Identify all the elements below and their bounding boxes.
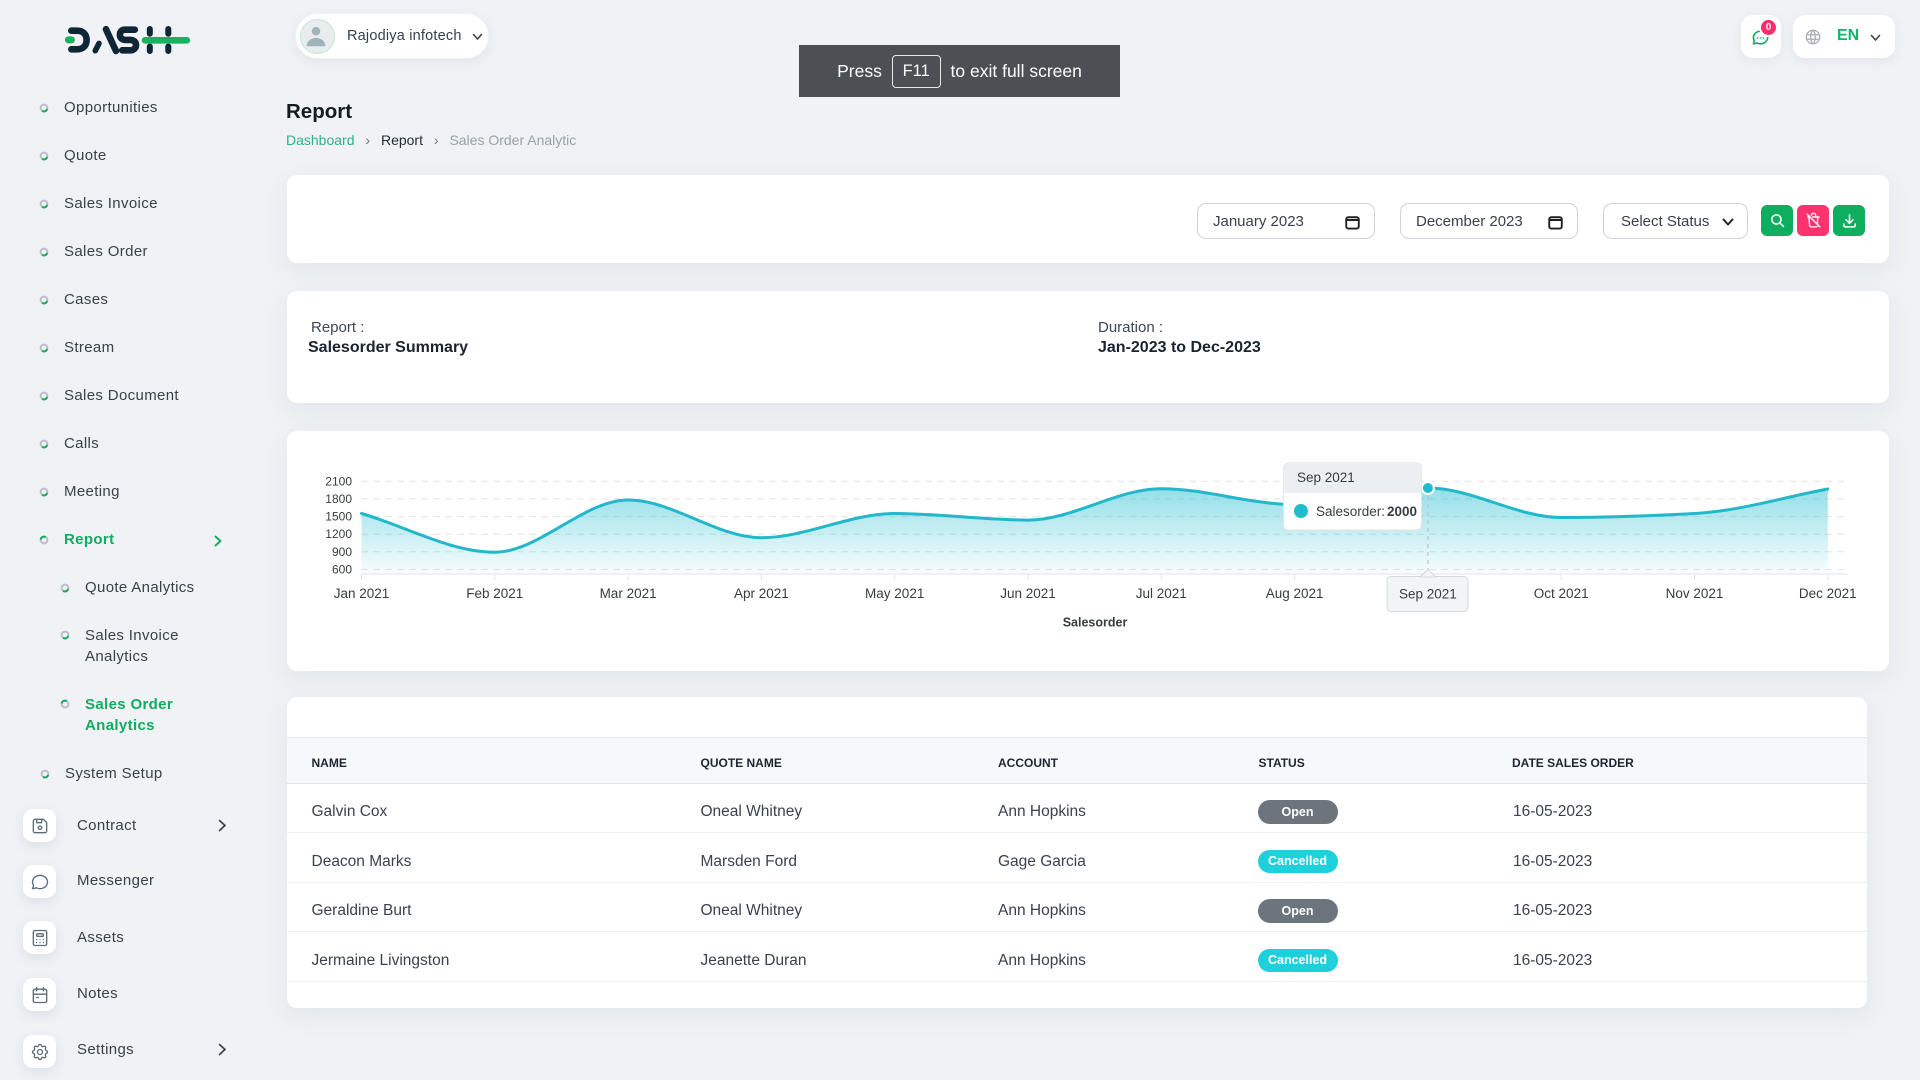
svg-text:Sep 2021: Sep 2021 (1297, 470, 1355, 485)
svg-text:Salesorder: Salesorder (1063, 616, 1128, 630)
svg-text:Oct 2021: Oct 2021 (1534, 586, 1589, 601)
svg-text:600: 600 (332, 562, 352, 576)
svg-text:Mar 2021: Mar 2021 (600, 586, 657, 601)
svg-text:Jul 2021: Jul 2021 (1136, 586, 1187, 601)
svg-text:Feb 2021: Feb 2021 (466, 586, 523, 601)
svg-text:Apr 2021: Apr 2021 (734, 586, 789, 601)
svg-text:Sep 2021: Sep 2021 (1399, 587, 1457, 602)
svg-text:2000: 2000 (1387, 504, 1417, 519)
svg-text:Jun 2021: Jun 2021 (1000, 586, 1056, 601)
svg-text:900: 900 (332, 545, 352, 559)
svg-text:Salesorder:: Salesorder: (1316, 504, 1385, 519)
svg-text:1500: 1500 (325, 510, 352, 524)
svg-text:Nov 2021: Nov 2021 (1666, 586, 1724, 601)
svg-text:Aug 2021: Aug 2021 (1266, 586, 1324, 601)
svg-text:Jan 2021: Jan 2021 (334, 586, 390, 601)
svg-text:2100: 2100 (325, 474, 352, 488)
svg-text:1200: 1200 (325, 527, 352, 541)
svg-text:May 2021: May 2021 (865, 586, 924, 601)
svg-text:Dec 2021: Dec 2021 (1799, 586, 1857, 601)
svg-text:1800: 1800 (325, 492, 352, 506)
